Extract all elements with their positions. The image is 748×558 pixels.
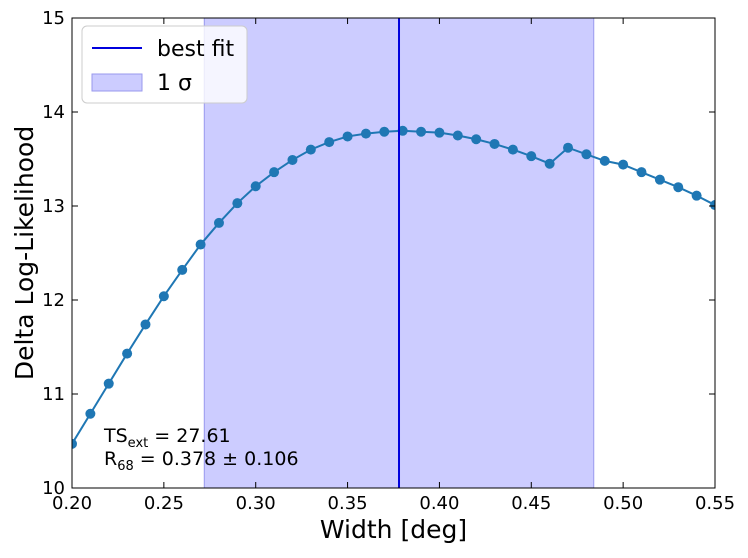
data-point <box>710 200 715 211</box>
r-value: = 0.378 ± 0.106 <box>134 448 299 470</box>
x-tick-label: 0.45 <box>511 493 551 514</box>
data-point <box>103 378 114 389</box>
data-point <box>342 131 353 142</box>
data-point <box>507 144 518 155</box>
x-axis-label: Width [deg] <box>320 515 467 544</box>
data-point <box>544 158 555 169</box>
data-point <box>434 127 445 138</box>
axes-frame <box>71 17 716 489</box>
data-point <box>269 167 280 178</box>
x-tick-label: 0.55 <box>695 493 735 514</box>
data-point <box>599 155 610 166</box>
legend-sigma-label: 1 σ <box>157 71 192 96</box>
data-point <box>636 167 647 178</box>
data-point <box>489 138 500 149</box>
data-point <box>471 134 482 145</box>
data-point <box>250 181 261 192</box>
data-point <box>140 319 151 330</box>
data-point <box>526 151 537 162</box>
ts-prefix: TS <box>103 425 128 447</box>
x-tick-label: 0.35 <box>328 493 368 514</box>
x-tick-label: 0.20 <box>52 493 92 514</box>
data-point <box>305 144 316 155</box>
r-prefix: R <box>104 448 117 470</box>
data-point <box>324 137 335 148</box>
y-axis-label: Delta Log-Likelihood <box>10 126 39 380</box>
data-point <box>379 126 390 137</box>
data-point <box>673 182 684 193</box>
data-point <box>158 291 169 302</box>
data-point <box>213 217 224 228</box>
data-point <box>452 130 463 141</box>
data-point <box>360 128 371 139</box>
data-point <box>563 142 574 153</box>
data-point <box>618 159 629 170</box>
x-tick-label: 0.30 <box>236 493 276 514</box>
data-point <box>691 190 702 201</box>
data-point <box>581 149 592 160</box>
y-tick-label: 12 <box>42 290 65 311</box>
y-tick-label: 11 <box>42 384 65 405</box>
ts-value: = 27.61 <box>148 425 230 447</box>
data-point <box>85 408 96 419</box>
x-tick-label: 0.50 <box>603 493 643 514</box>
data-point <box>177 264 188 275</box>
x-tick-label: 0.40 <box>419 493 459 514</box>
legend: best fit 1 σ <box>81 25 248 104</box>
y-tick-label: 15 <box>42 8 65 29</box>
ts-annotation: TSext = 27.61 <box>103 425 231 451</box>
data-point <box>122 348 133 359</box>
data-point <box>72 438 77 449</box>
y-tick-label: 14 <box>42 102 65 123</box>
data-point <box>232 198 243 209</box>
y-tick-label: 13 <box>42 196 65 217</box>
y-tick-label: 10 <box>42 478 65 499</box>
r68-annotation: R68 = 0.378 ± 0.106 <box>104 448 299 474</box>
fit-annotation: TSext = 27.61 R68 = 0.378 ± 0.106 <box>103 425 299 474</box>
data-point <box>195 239 206 250</box>
data-point <box>416 126 427 137</box>
legend-best-fit-label: best fit <box>157 37 234 62</box>
x-tick-label: 0.25 <box>144 493 184 514</box>
r-subscript: 68 <box>117 459 134 474</box>
data-point <box>287 154 298 165</box>
data-point <box>397 125 408 136</box>
legend-sigma-swatch <box>91 73 143 92</box>
ts-subscript: ext <box>128 436 149 451</box>
data-point <box>654 174 665 185</box>
